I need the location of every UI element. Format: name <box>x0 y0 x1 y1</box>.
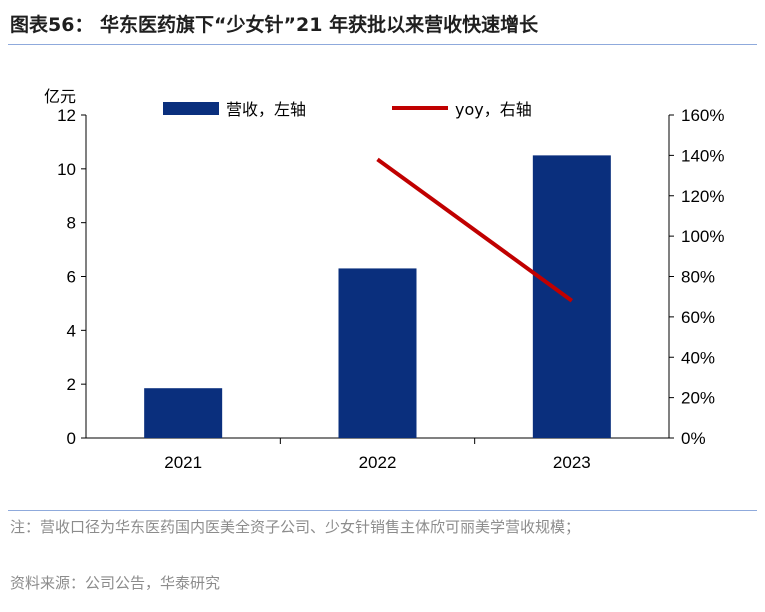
yoy-line-segment <box>376 157 574 303</box>
right-tick-label: 0% <box>681 429 706 448</box>
right-tick-label: 160% <box>681 106 724 125</box>
left-tick-label: 0 <box>67 429 76 448</box>
chart-note: 注：营收口径为华东医药国内医美全资子公司、少女针销售主体欣可丽美学营收规模； <box>10 518 581 536</box>
figure-title: 图表56： 华东医药旗下“少女针”21 年获批以来营收快速增长 <box>10 14 539 36</box>
x-tick-label: 2022 <box>359 453 397 472</box>
left-tick-label: 12 <box>57 106 76 125</box>
right-tick-label: 60% <box>681 308 715 327</box>
left-tick-label: 10 <box>57 160 76 179</box>
title-divider <box>8 44 757 45</box>
x-tick-label: 2021 <box>164 453 202 472</box>
left-tick-label: 4 <box>67 321 76 340</box>
right-tick-label: 100% <box>681 227 724 246</box>
footer-divider <box>8 510 757 511</box>
left-tick-label: 6 <box>67 268 76 287</box>
bar-revenue-2021 <box>144 388 223 438</box>
legend-swatch-revenue <box>163 102 219 115</box>
right-tick-label: 80% <box>681 268 715 287</box>
chart-source: 资料来源：公司公告，华泰研究 <box>10 574 221 592</box>
bar-revenue-2022 <box>338 268 417 438</box>
right-tick-label: 20% <box>681 389 715 408</box>
right-tick-label: 40% <box>681 348 715 367</box>
bar-revenue-2023 <box>532 155 611 438</box>
left-tick-label: 8 <box>67 214 76 233</box>
legend-label-revenue: 营收，左轴 <box>226 100 306 119</box>
legend-label-yoy: yoy，右轴 <box>455 100 532 119</box>
right-tick-label: 120% <box>681 187 724 206</box>
x-tick-label: 2023 <box>553 453 591 472</box>
right-tick-label: 140% <box>681 146 724 165</box>
left-axis-unit: 亿元 <box>44 87 76 106</box>
left-tick-label: 2 <box>67 375 76 394</box>
